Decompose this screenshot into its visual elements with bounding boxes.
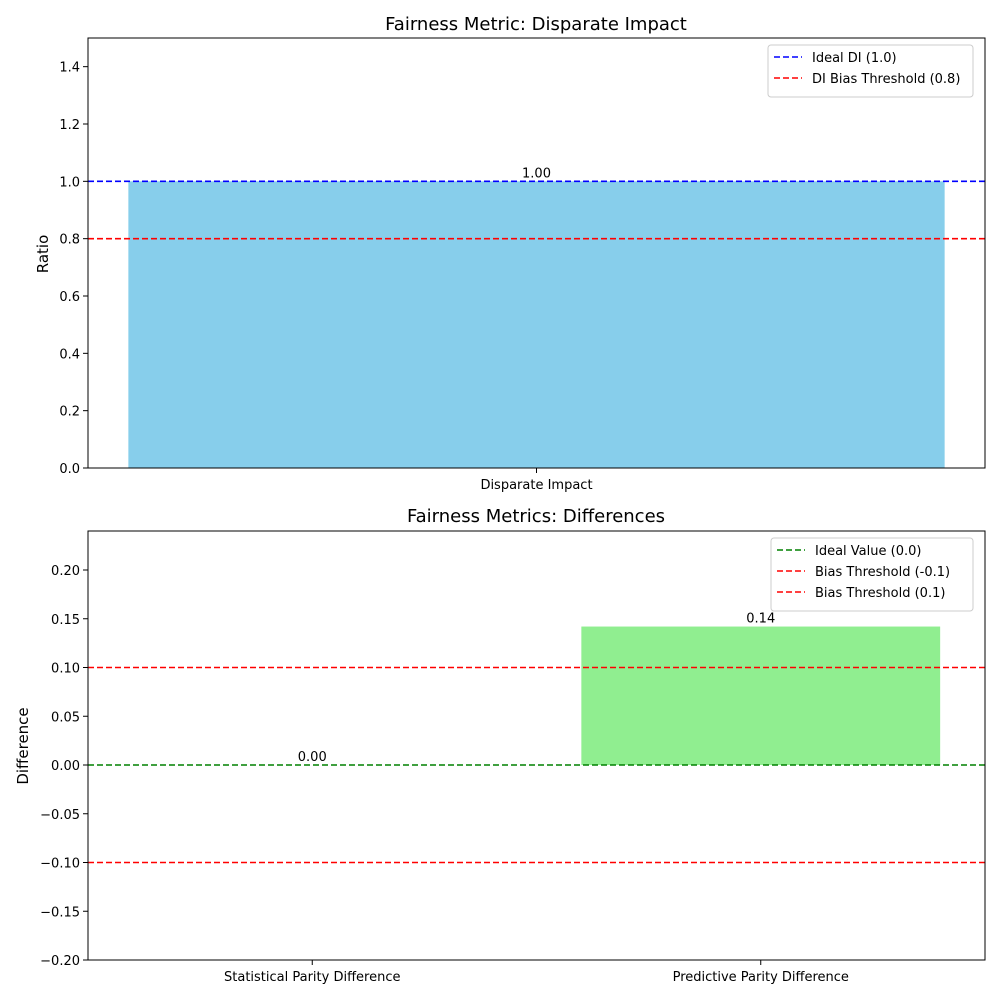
- y-tick-label: −0.10: [40, 857, 80, 872]
- bar-value-label: 0.00: [298, 750, 327, 765]
- y-tick-label: −0.15: [40, 905, 80, 920]
- bar-value-label: 1.00: [522, 166, 551, 181]
- plot-frame: [87, 530, 986, 961]
- y-axis-label: Difference: [14, 707, 32, 784]
- y-tick-label: 0.4: [59, 347, 80, 362]
- chart-title: Fairness Metric: Disparate Impact: [385, 14, 687, 35]
- y-tick-label: 1.2: [59, 118, 80, 133]
- y-tick-label: 0.2: [59, 405, 80, 420]
- x-tick-label: Statistical Parity Difference: [224, 970, 400, 985]
- disparate-impact-panel: Fairness Metric: Disparate Impact Ratio …: [34, 14, 986, 493]
- y-tick-label: −0.05: [40, 808, 80, 823]
- x-tick-label: Predictive Parity Difference: [673, 970, 849, 985]
- legend-label: Bias Threshold (-0.1): [815, 565, 950, 580]
- legend-label: Ideal DI (1.0): [812, 51, 897, 66]
- y-tick-label: 0.0: [59, 462, 80, 477]
- x-tick-label: Disparate Impact: [480, 478, 592, 493]
- bar: [581, 626, 941, 765]
- y-tick-label: 1.0: [59, 175, 80, 190]
- y-tick-label: 0.05: [51, 710, 80, 725]
- y-tick-label: 0.10: [51, 662, 80, 677]
- y-tick-label: 0.20: [51, 564, 80, 579]
- chart-title: Fairness Metrics: Differences: [407, 506, 665, 527]
- differences-panel: Fairness Metrics: Differences Difference…: [14, 506, 986, 985]
- bar: [128, 181, 945, 469]
- y-tick-label: 0.8: [59, 233, 80, 248]
- y-tick-label: −0.20: [40, 954, 80, 969]
- legend-label: Bias Threshold (0.1): [815, 586, 945, 601]
- legend: Ideal DI (1.0) DI Bias Threshold (0.8): [767, 44, 974, 98]
- y-tick-label: 0.00: [51, 759, 80, 774]
- legend-box: [767, 44, 974, 98]
- legend: Ideal Value (0.0) Bias Threshold (-0.1) Bi…: [770, 537, 974, 612]
- bar-value-label: 0.14: [746, 612, 775, 627]
- legend-label: DI Bias Threshold (0.8): [812, 72, 960, 87]
- plot-frame: [87, 37, 986, 469]
- y-tick-label: 0.6: [59, 290, 80, 305]
- legend-label: Ideal Value (0.0): [815, 544, 921, 559]
- y-axis-label: Ratio: [34, 235, 52, 274]
- y-tick-label: 0.15: [51, 613, 80, 628]
- y-tick-label: 1.4: [59, 61, 80, 76]
- legend-box: [770, 537, 974, 612]
